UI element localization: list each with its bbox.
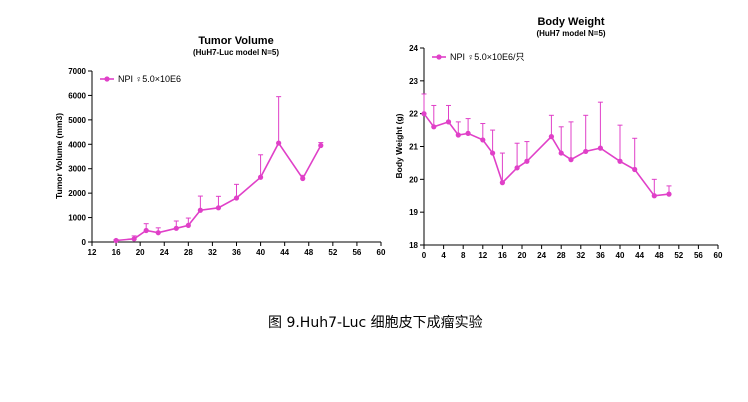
y-tick-label: 0 (82, 238, 87, 247)
y-tick-label: 22 (409, 110, 418, 119)
chart-subtitle: (HuH7 model N=5) (536, 29, 605, 38)
x-tick-label: 44 (280, 248, 289, 257)
y-tick-label: 4000 (68, 140, 86, 149)
data-point (421, 111, 427, 117)
x-tick-label: 40 (256, 248, 265, 257)
data-point (113, 237, 119, 244)
x-tick-label: 16 (498, 251, 507, 260)
y-axis-label: Body Weight (g) (394, 113, 404, 178)
data-point (524, 158, 530, 164)
x-tick-label: 36 (596, 251, 605, 260)
chart-title: Body Weight (537, 16, 604, 28)
tumor-volume-chart: Tumor Volume (HuH7-Luc model N=5) Tumor … (54, 35, 386, 257)
x-tick-label: 56 (352, 248, 361, 257)
data-point (131, 236, 137, 242)
data-point (300, 175, 306, 182)
x-tick-label: 28 (184, 248, 193, 257)
data-point (185, 222, 191, 228)
data-point (583, 148, 589, 155)
y-tick-label: 20 (409, 175, 418, 184)
x-tick-label: 32 (208, 248, 217, 257)
series-line (116, 141, 322, 242)
data-point (465, 130, 471, 136)
body-weight-chart: Body Weight (HuH7 model N=5) Body Weight… (394, 16, 723, 260)
data-point (318, 142, 324, 149)
x-tick-label: 8 (461, 251, 466, 260)
x-tick-label: 20 (518, 251, 527, 260)
y-tick-label: 19 (409, 208, 418, 217)
chart-subtitle: (HuH7-Luc model N=5) (193, 48, 279, 57)
y-axis-label: Tumor Volume (mm3) (54, 113, 64, 199)
data-point (666, 191, 672, 197)
x-tick-label: 0 (422, 251, 427, 260)
data-point (548, 134, 555, 140)
y-tick-label: 1000 (68, 214, 86, 223)
data-point (173, 225, 179, 231)
data-point (617, 158, 623, 164)
x-tick-label: 12 (88, 248, 97, 257)
data-point (276, 140, 282, 146)
y-tick-label: 21 (409, 143, 418, 152)
y-tick-label: 6000 (68, 91, 86, 100)
x-tick-label: 52 (674, 251, 683, 260)
data-point (455, 132, 461, 138)
data-point (632, 166, 638, 173)
figure-caption: 图 9.Huh7-Luc 细胞皮下成瘤实验 (268, 315, 483, 331)
data-point (215, 205, 222, 211)
legend-label: NPI ♀5.0×10E6 (118, 74, 181, 84)
data-point (558, 150, 564, 156)
y-tick-label: 23 (409, 77, 418, 86)
x-tick-label: 60 (714, 251, 723, 260)
data-point (431, 124, 437, 130)
data-point (514, 165, 520, 171)
series-line (423, 113, 670, 197)
x-tick-label: 40 (616, 251, 625, 260)
x-tick-label: 4 (441, 251, 446, 260)
x-tick-label: 12 (478, 251, 487, 260)
data-point (499, 180, 505, 186)
data-point (143, 227, 149, 234)
x-tick-label: 56 (694, 251, 703, 260)
legend-swatch-marker (104, 76, 110, 82)
y-tick-label: 18 (409, 241, 418, 250)
y-tick-label: 2000 (68, 189, 86, 198)
x-tick-label: 24 (160, 248, 169, 257)
x-tick-label: 52 (328, 248, 337, 257)
x-tick-label: 48 (655, 251, 664, 260)
data-point (490, 150, 496, 156)
x-tick-label: 28 (557, 251, 566, 260)
data-point (197, 207, 203, 213)
data-point (445, 119, 452, 125)
x-tick-label: 24 (537, 251, 546, 260)
data-point (651, 193, 657, 199)
y-tick-label: 5000 (68, 116, 86, 125)
x-tick-label: 44 (635, 251, 644, 260)
legend-swatch-marker (436, 54, 442, 60)
data-point (257, 174, 264, 180)
y-tick-label: 7000 (68, 67, 86, 76)
data-point (155, 230, 161, 236)
x-tick-label: 20 (136, 248, 145, 257)
legend-label: NPI ♀5.0×10E6/只 (450, 52, 525, 62)
y-tick-label: 24 (409, 44, 418, 53)
data-point (233, 195, 240, 201)
data-point (597, 145, 604, 151)
data-point (480, 137, 486, 143)
data-point (568, 157, 574, 163)
x-tick-label: 16 (112, 248, 121, 257)
x-tick-label: 32 (576, 251, 585, 260)
y-tick-label: 3000 (68, 165, 86, 174)
x-tick-label: 36 (232, 248, 241, 257)
chart-title: Tumor Volume (198, 35, 273, 47)
x-tick-label: 60 (377, 248, 386, 257)
x-tick-label: 48 (304, 248, 313, 257)
